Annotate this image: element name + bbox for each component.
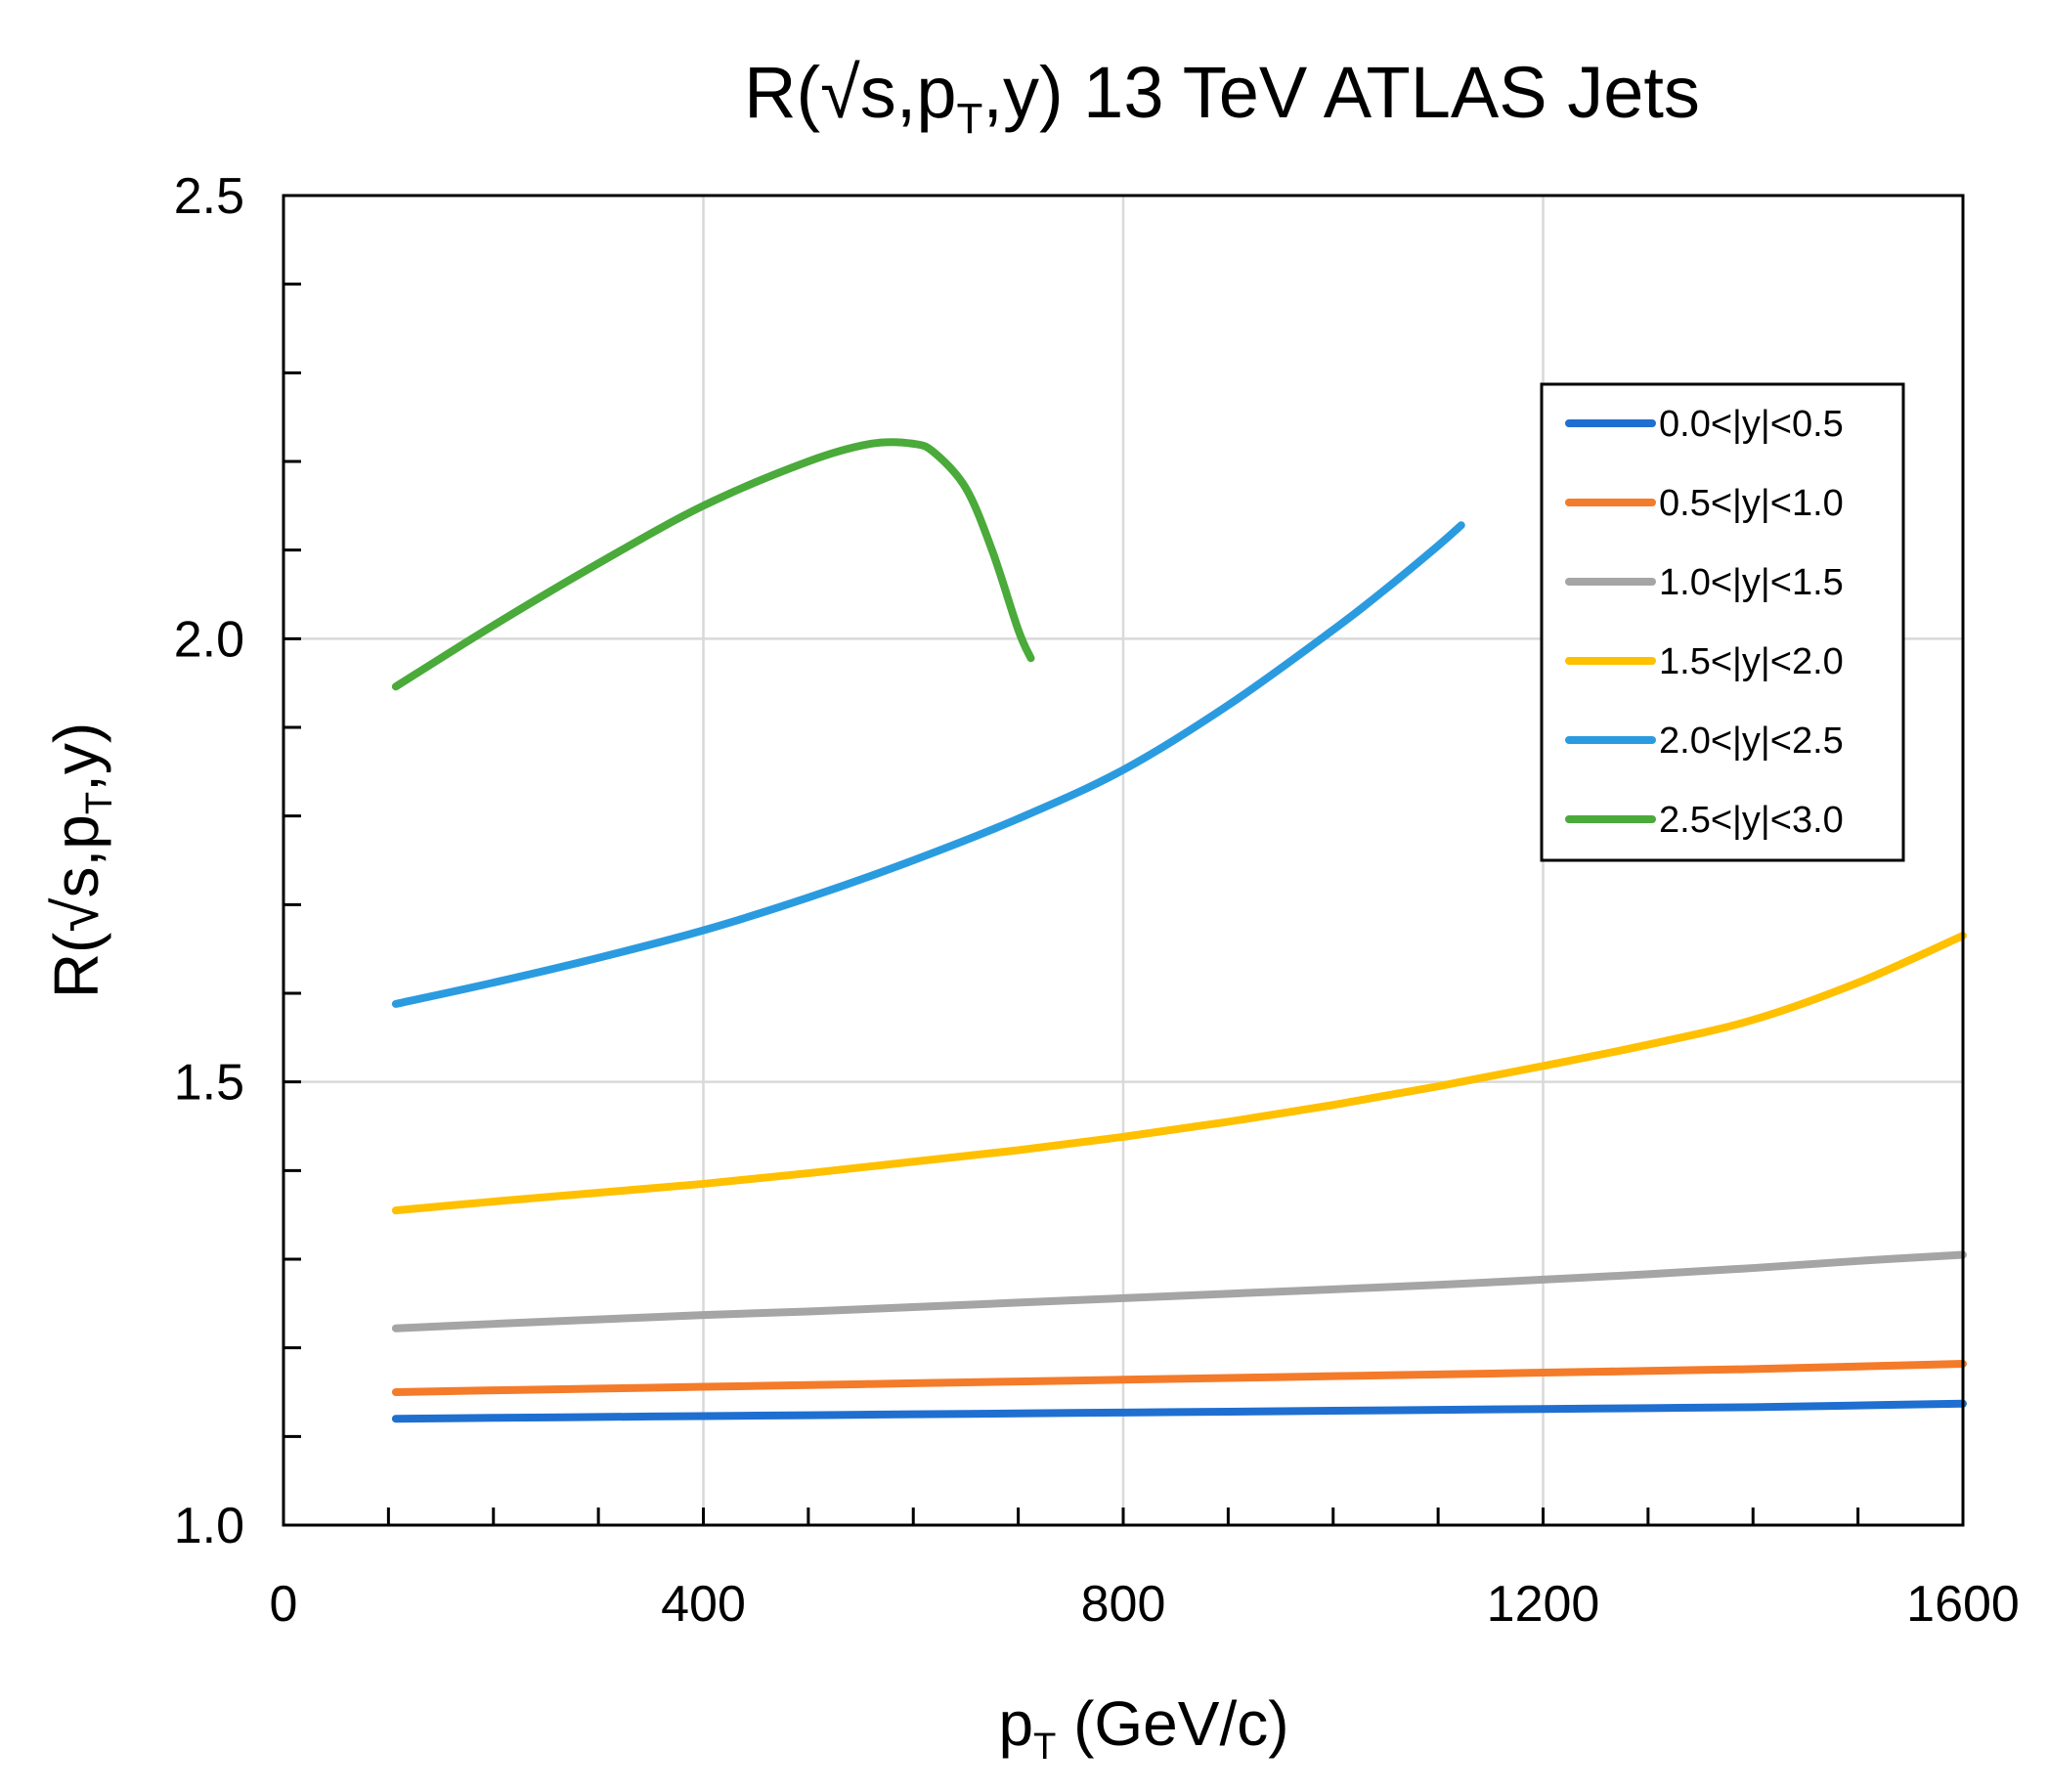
legend-box	[1540, 382, 1905, 862]
chart-title-pre: R(√s,p	[744, 52, 956, 133]
chart-title: R(√s,pT,y) 13 TeV ATLAS Jets	[744, 52, 1700, 143]
series-lines	[391, 438, 1967, 1423]
y-axis-label: R(√s,pT,y)	[41, 722, 120, 998]
chart-title-sub: T	[957, 95, 983, 143]
y-axis-label-sub: T	[79, 792, 120, 814]
y-tick-label: 2.5	[174, 168, 244, 225]
y-axis-label-post: ,y)	[41, 722, 111, 792]
tick-labels: 0 400 800 1200 1600 1.0 1.5 2.0 2.5	[174, 168, 2020, 1633]
x-tick-label: 1200	[1487, 1576, 1600, 1633]
x-axis-label-pre: p	[998, 1688, 1033, 1759]
series-line-3	[391, 932, 1967, 1215]
x-tick-label: 400	[661, 1576, 746, 1633]
legend-label-5: 2.5<|y|<3.0	[1659, 800, 1844, 841]
legend-label-4: 2.0<|y|<2.5	[1659, 721, 1844, 762]
legend-label-3: 1.5<|y|<2.0	[1659, 641, 1844, 682]
series-line-1	[391, 1359, 1967, 1396]
y-tick-label: 1.5	[174, 1055, 244, 1112]
y-tick-label: 1.0	[174, 1498, 244, 1554]
x-axis-label: pT (GeV/c)	[998, 1688, 1288, 1768]
axis-ticks	[283, 283, 1860, 1525]
x-axis-label-sub: T	[1033, 1726, 1056, 1768]
x-tick-label: 1600	[1906, 1576, 2020, 1633]
legend-label-1: 0.5<|y|<1.0	[1659, 483, 1844, 524]
series-line-5	[391, 438, 1035, 691]
x-tick-label: 800	[1081, 1576, 1166, 1633]
legend-label-2: 1.0<|y|<1.5	[1659, 562, 1844, 603]
legend-label-0: 0.0<|y|<0.5	[1659, 404, 1844, 445]
x-axis-label-post: (GeV/c)	[1056, 1688, 1288, 1759]
y-axis-label-pre: R(√s,p	[41, 814, 111, 998]
series-line-0	[391, 1399, 1967, 1423]
series-line-2	[391, 1250, 1967, 1333]
chart-title-post: ,y) 13 TeV ATLAS Jets	[982, 52, 1700, 133]
series-line-4	[391, 521, 1465, 1008]
legend: 0.0<|y|<0.5 0.5<|y|<1.0 1.0<|y|<1.5 1.5<|y|…	[1540, 382, 1905, 862]
y-tick-label: 2.0	[174, 611, 244, 668]
x-tick-label: 0	[270, 1576, 298, 1633]
